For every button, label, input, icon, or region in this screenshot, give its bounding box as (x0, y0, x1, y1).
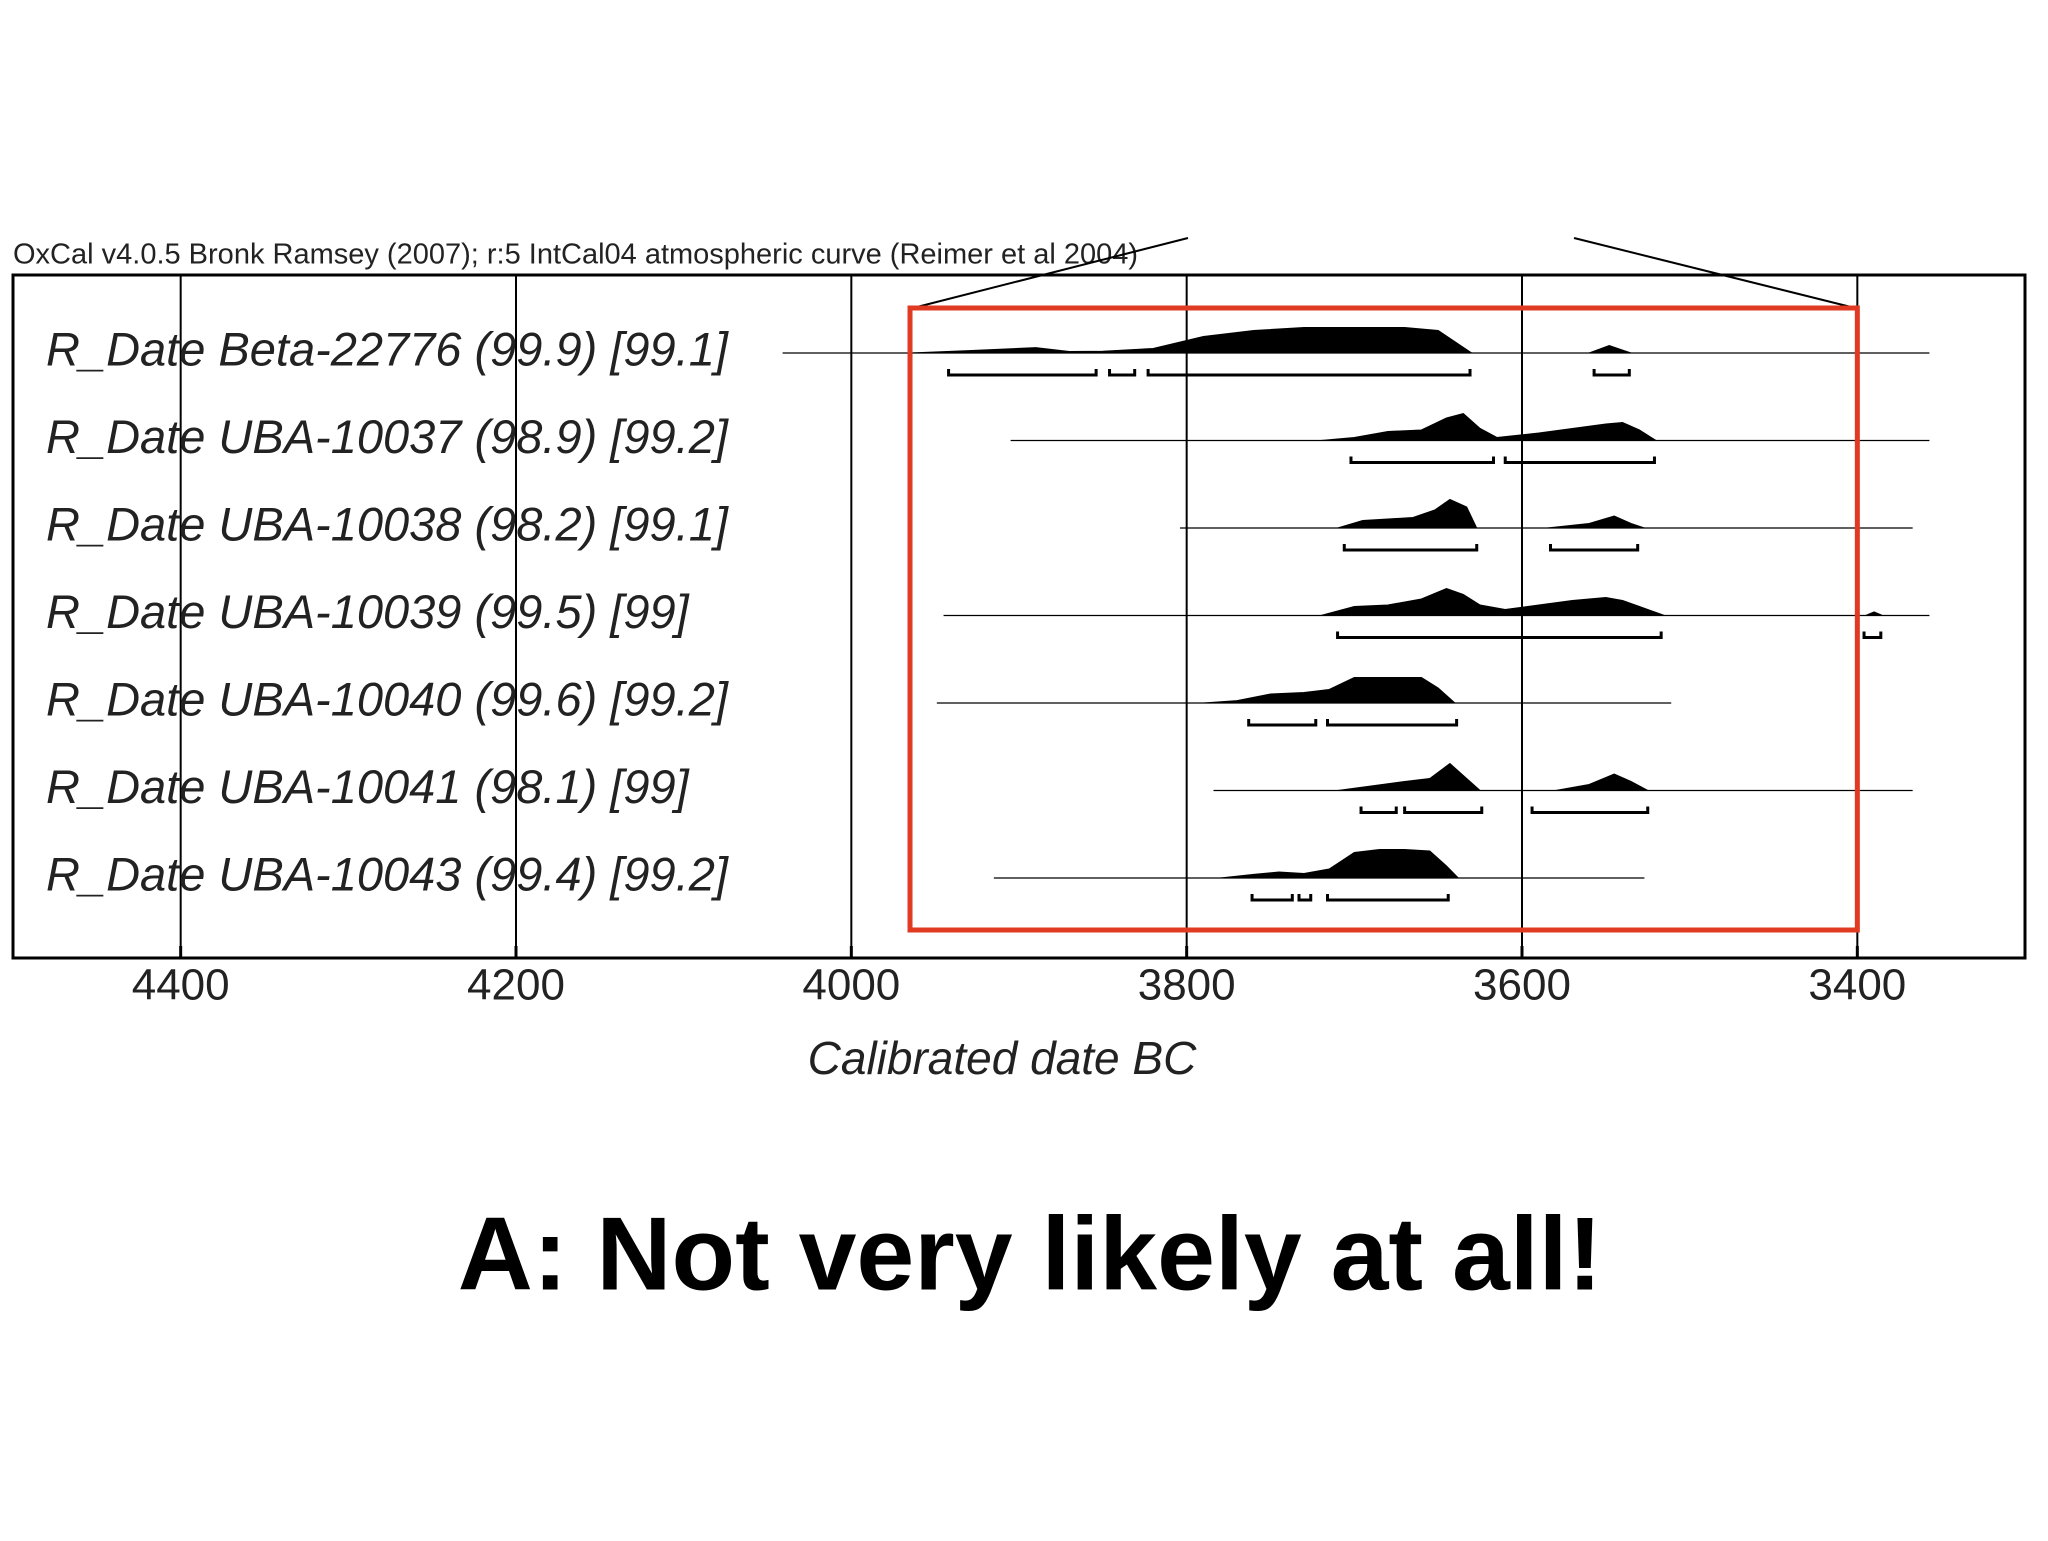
highlight-box (907, 305, 1860, 933)
range-bracket (1862, 631, 1883, 639)
probability-profile (1337, 762, 1649, 791)
probability-profile (1203, 677, 1457, 704)
row-label: R_Date UBA-10041 (98.1) [99] (46, 760, 690, 813)
range-bracket (1297, 894, 1313, 902)
row-label: R_Date UBA-10040 (99.6) [99.2] (46, 672, 729, 725)
x-tick-label: 3400 (1808, 961, 1906, 1010)
row-label: R_Date Beta-22776 (99.9) [99.1] (46, 322, 729, 375)
range-bracket (1549, 544, 1640, 552)
probability-profile (909, 327, 1632, 354)
range-bracket (1336, 631, 1663, 639)
x-tick-label: 3600 (1473, 961, 1571, 1010)
x-tick-label: 4200 (467, 961, 565, 1010)
range-bracket (1403, 806, 1484, 814)
row-label: R_Date UBA-10038 (98.2) [99.1] (46, 497, 729, 550)
x-tick-label: 3800 (1138, 961, 1236, 1010)
row-label: R_Date UBA-10043 (99.4) [99.2] (46, 847, 729, 900)
range-bracket (1503, 456, 1656, 464)
range-bracket (1108, 369, 1137, 377)
row-label: R_Date UBA-10037 (98.9) [99.2] (46, 410, 729, 463)
range-bracket (1146, 369, 1472, 377)
range-bracket (1592, 369, 1631, 377)
plot-frame (11, 273, 2027, 960)
row-label: R_Date UBA-10039 (99.5) [99] (46, 585, 690, 638)
range-bracket (1530, 806, 1650, 814)
range-bracket (1250, 894, 1294, 902)
x-tick-label: 4000 (802, 961, 900, 1010)
probability-profile (1320, 412, 1658, 441)
range-bracket (1326, 894, 1450, 902)
range-bracket (1326, 719, 1459, 727)
range-bracket (1247, 719, 1318, 727)
chart-header: OxCal v4.0.5 Bronk Ramsey (2007); r:5 In… (13, 239, 1138, 271)
range-bracket (1342, 544, 1479, 552)
zoom-line (912, 237, 1189, 309)
probability-profile (1320, 587, 1883, 616)
x-axis-label: Calibrated date BC (808, 1032, 1197, 1084)
range-bracket (1349, 456, 1495, 464)
probability-profile (1220, 849, 1460, 879)
range-bracket (947, 369, 1098, 377)
caption: A: Not very likely at all! (458, 1196, 1602, 1312)
probability-profile (1337, 498, 1645, 529)
range-bracket (1359, 806, 1398, 814)
zoom-line (1573, 237, 1856, 309)
x-tick-label: 4400 (132, 961, 230, 1010)
